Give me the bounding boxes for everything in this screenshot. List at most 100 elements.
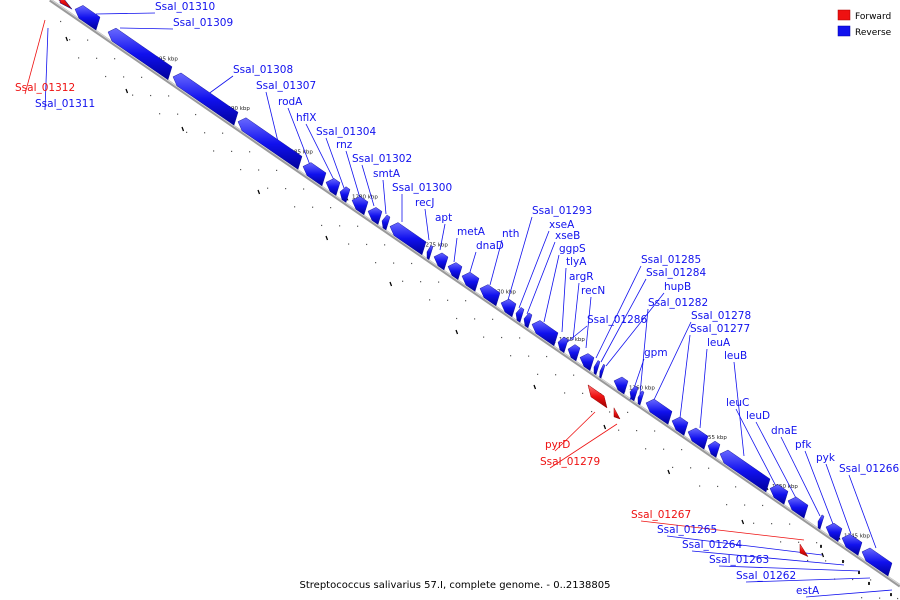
gene-label: recJ	[415, 197, 434, 209]
gene-label: metA	[457, 226, 486, 238]
label-leader-line	[561, 267, 567, 333]
grid-dot	[546, 355, 548, 358]
label-leader-line	[345, 150, 361, 199]
gene-label: hflX	[296, 112, 316, 124]
grid-dot	[267, 187, 269, 189]
grid-dot	[456, 317, 458, 320]
grid-dot	[510, 355, 512, 357]
gene-label: Ssal_01282	[648, 297, 708, 309]
gene-label: leuD	[746, 410, 770, 422]
grid-dot	[636, 429, 638, 432]
label-leader-line	[640, 520, 805, 541]
genome-caption: Streptococcus salivarius 57.I, complete …	[300, 580, 611, 591]
feature-tick	[125, 88, 129, 94]
label-leader-line	[804, 450, 834, 525]
gene-label: rnz	[336, 139, 353, 151]
grid-dot	[168, 95, 170, 97]
gene-feature	[890, 593, 892, 597]
gene-feature	[515, 307, 525, 323]
feature-tick	[65, 36, 69, 42]
label-leader-line	[755, 421, 798, 501]
grid-dot	[717, 485, 719, 488]
label-leader-line	[543, 254, 560, 323]
gene-feature	[841, 533, 863, 556]
grid-dot	[285, 188, 287, 190]
gene-label: hupB	[664, 281, 691, 293]
label-leader-lines	[24, 12, 893, 598]
grid-dot	[564, 392, 566, 394]
grid-dot	[231, 150, 233, 152]
feature-tick	[741, 519, 745, 525]
grid-dot	[501, 336, 503, 339]
grid-dot	[528, 355, 530, 357]
label-leader-line	[572, 282, 580, 341]
grid-dot	[681, 449, 683, 451]
gene-label: Ssal_01308	[233, 64, 293, 76]
label-leader-line	[639, 308, 649, 395]
grid-dot	[348, 243, 350, 245]
grid-dot	[708, 467, 710, 469]
gene-feature	[500, 298, 517, 318]
gene-feature	[587, 384, 608, 409]
gene-feature	[645, 398, 673, 425]
grid-dot	[321, 224, 323, 227]
label-leader-line	[305, 123, 335, 181]
gene-features	[58, 0, 893, 597]
gene-label: dnaE	[771, 425, 797, 437]
gene-labels: Ssal_01312 Ssal_01311 Ssal_01310 Ssal_01309…	[15, 1, 899, 597]
gene-label: Ssal_01300	[392, 182, 452, 194]
gene-label: Ssal_01263	[709, 554, 769, 566]
gene-label: Ssal_01264	[682, 539, 742, 551]
grid-dot	[816, 542, 818, 544]
grid-dot	[195, 113, 197, 116]
grid-dot	[384, 244, 386, 246]
label-leader-line	[24, 19, 46, 95]
gene-feature	[447, 262, 463, 280]
label-leader-line	[119, 27, 174, 30]
gene-feature	[842, 560, 844, 564]
gene-label: gpm	[644, 347, 668, 359]
gene-feature	[567, 344, 581, 362]
gene-feature	[769, 484, 789, 505]
gene-feature	[799, 543, 809, 558]
label-leader-line	[735, 408, 779, 491]
gene-feature	[579, 353, 595, 371]
feature-tick	[667, 469, 671, 475]
grid-dot	[762, 504, 764, 507]
grid-dot	[96, 57, 98, 59]
grid-dot	[357, 225, 359, 227]
label-leader-line	[780, 436, 821, 517]
label-leader-line	[699, 348, 708, 429]
scale-tick-label: 1245 kbp	[844, 534, 870, 540]
label-leader-line	[605, 292, 665, 367]
label-leader-line	[600, 278, 647, 363]
grid-dot	[429, 299, 431, 301]
gene-label: recN	[581, 285, 605, 297]
gene-label: dnaD	[476, 240, 504, 252]
grid-dot	[312, 206, 314, 208]
scale-tick-label: 1280 kbp	[352, 194, 378, 200]
grid-dot	[393, 262, 395, 264]
label-leader-line	[554, 411, 596, 452]
label-leader-line	[469, 251, 477, 273]
scale-tick-label: 1285 kbp	[287, 150, 313, 156]
grid-dot	[204, 132, 206, 134]
legend-reverse-label: Reverse	[855, 28, 892, 38]
gene-feature	[389, 222, 427, 256]
grid-dot	[663, 448, 665, 450]
grid-dot	[879, 597, 881, 599]
grid-dot	[78, 57, 80, 59]
gene-feature	[426, 245, 434, 260]
scale-tick-label: 1295 kbp	[152, 57, 178, 63]
gene-label: Ssal_01278	[691, 310, 751, 322]
gene-label: estA	[796, 585, 820, 597]
label-leader-line	[361, 164, 375, 207]
grid-dot	[492, 318, 494, 320]
grid-dot	[555, 374, 557, 376]
scale-ticks: 1295 kbp 1290 kbp 1285 kbp 1280 kbp 1275 kbp…	[65, 36, 870, 558]
gene-feature	[381, 214, 391, 231]
feature-tick	[533, 384, 537, 390]
gene-label: Ssal_01279	[540, 456, 600, 468]
gene-feature	[237, 117, 303, 170]
genome-backbone-highlight	[50, 0, 900, 586]
